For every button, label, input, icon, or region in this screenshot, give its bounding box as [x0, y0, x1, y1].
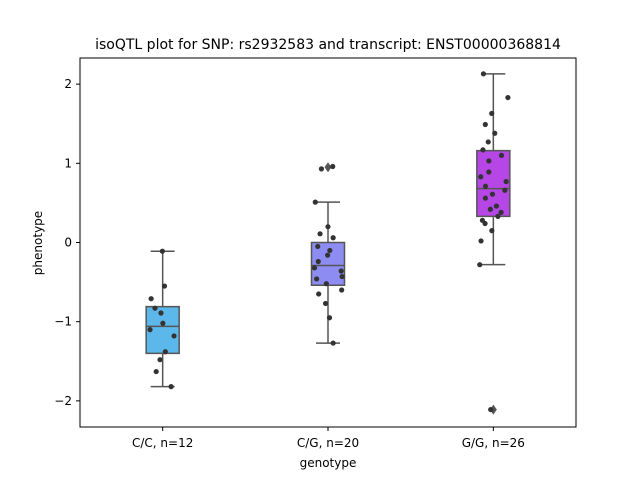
box-iqr	[476, 149, 511, 218]
data-point	[482, 121, 488, 128]
y-axis-label: phenotype	[31, 211, 45, 275]
data-point	[330, 163, 336, 170]
data-point	[322, 300, 329, 307]
data-point	[505, 94, 511, 101]
data-point	[171, 333, 177, 339]
data-point	[315, 243, 321, 250]
data-point	[152, 305, 158, 311]
data-point	[486, 169, 492, 175]
data-point	[482, 195, 489, 201]
data-point	[495, 213, 501, 219]
data-point	[314, 276, 320, 282]
data-point	[312, 199, 318, 205]
x-axis-label: genotype	[300, 456, 357, 470]
y-tick-label: 0	[64, 236, 72, 250]
data-point	[311, 265, 318, 271]
data-point	[477, 262, 483, 268]
data-point	[339, 273, 345, 280]
y-tick-label: 1	[64, 156, 72, 170]
data-point	[493, 203, 500, 209]
data-point	[323, 281, 329, 287]
y-tick-label: 2	[64, 77, 72, 91]
data-point	[482, 183, 489, 189]
data-point	[480, 71, 487, 77]
data-point	[485, 139, 491, 145]
data-point	[489, 110, 495, 117]
data-point	[489, 228, 495, 234]
data-point	[338, 268, 344, 274]
data-point	[160, 320, 166, 326]
data-point	[326, 315, 333, 321]
data-point	[489, 191, 496, 197]
data-point	[498, 209, 504, 216]
y-tick-label: −2	[54, 394, 72, 408]
data-point	[478, 238, 484, 244]
data-point	[157, 357, 163, 363]
chart-title: isoQTL plot for SNP: rs2932583 and trans…	[95, 37, 561, 53]
plot-area	[145, 71, 511, 415]
outlier-marker	[489, 404, 497, 415]
data-point	[330, 235, 336, 241]
data-point	[153, 368, 159, 375]
data-point	[503, 178, 509, 185]
data-point	[162, 349, 168, 355]
axes: C/C, n=12 C/G, n=20 G/G, n=26 −2 −1 0 1 2	[54, 77, 525, 450]
data-point	[330, 340, 336, 346]
data-point	[339, 287, 345, 293]
data-point	[478, 174, 484, 180]
data-point	[325, 252, 331, 258]
data-point	[488, 406, 494, 413]
data-point	[487, 206, 493, 212]
data-point	[482, 220, 488, 227]
x-tick-label: C/C, n=12	[132, 436, 193, 450]
data-point	[480, 147, 486, 153]
data-point	[317, 231, 323, 237]
x-tick-label: G/G, n=26	[462, 436, 525, 450]
data-point	[315, 258, 321, 265]
data-point	[498, 152, 505, 158]
y-tick-label: −1	[54, 315, 72, 329]
data-point	[161, 283, 168, 289]
data-point	[147, 327, 153, 333]
data-point	[318, 166, 325, 172]
box-group	[476, 71, 511, 415]
data-point	[325, 224, 331, 230]
box-group	[310, 162, 346, 346]
data-point	[492, 130, 498, 136]
data-point	[316, 291, 322, 297]
data-point	[327, 247, 333, 254]
data-point	[502, 187, 508, 193]
outlier-marker	[324, 162, 332, 173]
data-point	[159, 248, 165, 254]
data-point	[148, 296, 154, 302]
box-group	[145, 248, 180, 390]
data-point	[486, 158, 492, 164]
x-tick-label: C/G, n=20	[297, 436, 359, 450]
data-point	[158, 310, 164, 316]
data-point	[168, 384, 174, 390]
